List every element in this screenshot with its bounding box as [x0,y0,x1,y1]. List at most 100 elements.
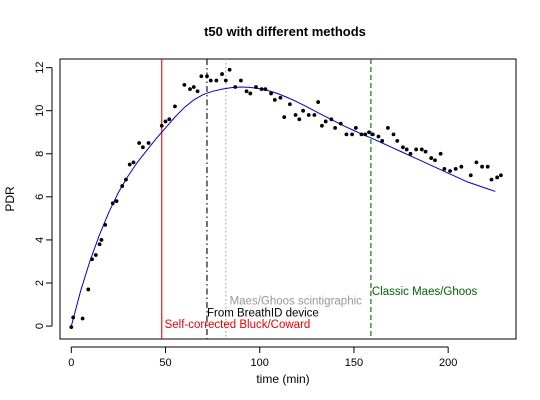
data-point [329,117,334,122]
chart-title: t50 with different methods [204,24,366,39]
data-point [287,102,292,107]
y-tick-label: 6 [34,194,46,200]
data-point [442,166,447,171]
data-point [350,132,354,137]
x-axis-label: time (min) [256,372,309,386]
data-point [468,173,473,178]
data-point [414,147,419,152]
data-point [370,132,375,137]
y-axis: 0 2 4 6 8 10 12 [34,61,53,329]
data-point [195,89,200,94]
x-tick-label: 50 [159,357,171,369]
x-tick-label: 0 [68,357,74,369]
data-point [282,115,287,120]
data-point [301,108,305,113]
annotation-label: Classic Maes/Ghoos [372,286,478,298]
data-point [459,164,464,169]
data-point [429,156,434,160]
data-point [99,238,104,242]
data-point [69,325,74,330]
data-point [120,184,125,188]
x-tick-label: 200 [439,357,457,369]
data-point [306,113,311,117]
data-point [124,177,128,182]
data-point [438,151,443,156]
x-tick-label: 150 [345,357,363,369]
data-point [320,123,324,128]
data-point [159,123,164,128]
data-point [146,141,151,145]
data-point [223,78,228,83]
data-point [86,287,91,292]
y-tick-label: 8 [34,151,46,157]
data-point [376,134,381,139]
data-point [233,85,238,89]
data-point [182,82,187,87]
data-point [485,164,490,169]
fit-curve [70,86,496,327]
reference-lines [161,59,372,339]
data-point [453,166,458,171]
data-point [238,78,243,83]
data-point [391,132,396,137]
data-point [380,138,385,143]
data-point [248,91,253,96]
data-point [278,95,283,100]
data-point [408,151,413,156]
x-axis: 0 50 100 150 200 [68,346,457,369]
data-point [338,121,343,126]
data-point [474,160,479,165]
data-point [363,132,368,137]
y-tick-label: 4 [34,237,46,243]
y-tick-label: 10 [34,105,46,117]
data-point [90,257,94,262]
data-point [423,149,428,154]
plot-frame [59,58,517,340]
data-point [110,201,115,206]
data-point [263,87,268,92]
data-point [385,126,390,130]
x-tick-label: 100 [251,357,269,369]
data-point [227,67,232,72]
data-point [191,85,196,89]
annotation-label: Maes/Ghoos scintigraphic [230,296,363,308]
data-point [163,119,168,124]
data-point [137,141,142,145]
data-point [359,132,364,137]
fit-curve-group [70,86,496,327]
data-point [323,119,328,124]
data-point [188,87,192,92]
annotation-label: Self-corrected Bluck/Coward [165,319,311,331]
data-point [433,158,437,163]
data-point [114,199,119,204]
data-point [127,162,132,167]
data-point [93,253,98,257]
data-point [419,147,424,152]
y-tick-label: 12 [34,61,46,73]
data-point [71,315,76,320]
data-point [395,138,400,143]
data-point [214,78,219,83]
data-point [489,177,494,182]
data-point [103,222,108,227]
annotation-label: From BreathID device [207,307,319,319]
data-point [199,74,204,79]
y-tick-label: 0 [34,323,46,329]
y-axis-label: PDR [3,186,17,212]
y-tick-label: 2 [34,280,46,286]
data-point [131,160,136,165]
data-point [173,104,177,109]
data-point [244,89,249,94]
data-point [269,91,273,96]
data-point [293,113,298,117]
data-point [80,316,85,321]
data-point [353,126,358,130]
data-point [480,164,484,169]
data-point [499,173,503,178]
data-point [220,72,224,76]
data-point [367,130,371,135]
data-point [141,145,145,150]
data-point [97,242,102,247]
